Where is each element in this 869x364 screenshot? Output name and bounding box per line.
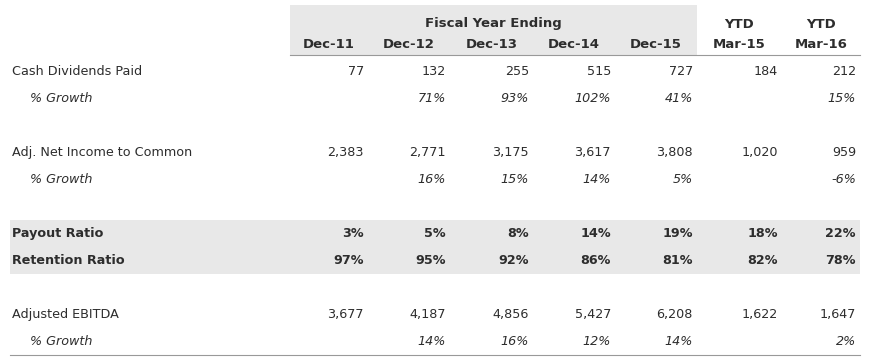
Text: 6,208: 6,208	[656, 308, 693, 321]
Text: 82%: 82%	[746, 254, 777, 267]
FancyBboxPatch shape	[10, 247, 859, 274]
Text: 8%: 8%	[507, 227, 528, 240]
Text: 1,647: 1,647	[819, 308, 855, 321]
Text: 15%: 15%	[826, 92, 855, 105]
Text: 255: 255	[504, 65, 528, 78]
Text: 18%: 18%	[746, 227, 777, 240]
Text: 959: 959	[831, 146, 855, 159]
FancyBboxPatch shape	[289, 5, 696, 55]
Text: 16%: 16%	[417, 173, 446, 186]
Text: 15%: 15%	[500, 173, 528, 186]
Text: 95%: 95%	[415, 254, 446, 267]
Text: 14%: 14%	[417, 335, 446, 348]
Text: 97%: 97%	[333, 254, 363, 267]
Text: 2,383: 2,383	[327, 146, 363, 159]
Text: 515: 515	[586, 65, 610, 78]
Text: Mar-16: Mar-16	[793, 39, 846, 51]
Text: Dec-13: Dec-13	[465, 39, 517, 51]
Text: 71%: 71%	[417, 92, 446, 105]
Text: 3,808: 3,808	[655, 146, 693, 159]
Text: 212: 212	[831, 65, 855, 78]
Text: YTD: YTD	[724, 17, 753, 31]
Text: 132: 132	[421, 65, 446, 78]
Text: Retention Ratio: Retention Ratio	[12, 254, 124, 267]
Text: Mar-15: Mar-15	[713, 39, 765, 51]
Text: 77: 77	[348, 65, 363, 78]
Text: Dec-14: Dec-14	[547, 39, 600, 51]
Text: Fiscal Year Ending: Fiscal Year Ending	[425, 17, 561, 31]
Text: 102%: 102%	[574, 92, 610, 105]
Text: 4,856: 4,856	[492, 308, 528, 321]
Text: Adj. Net Income to Common: Adj. Net Income to Common	[12, 146, 192, 159]
Text: 81%: 81%	[661, 254, 693, 267]
FancyBboxPatch shape	[10, 220, 859, 247]
Text: 41%: 41%	[664, 92, 693, 105]
Text: 1,020: 1,020	[740, 146, 777, 159]
Text: 16%: 16%	[500, 335, 528, 348]
Text: 3,617: 3,617	[574, 146, 610, 159]
Text: % Growth: % Growth	[30, 92, 92, 105]
Text: 5%: 5%	[672, 173, 693, 186]
Text: Dec-15: Dec-15	[629, 39, 681, 51]
Text: 3%: 3%	[342, 227, 363, 240]
Text: 3,677: 3,677	[327, 308, 363, 321]
Text: 78%: 78%	[825, 254, 855, 267]
Text: Dec-12: Dec-12	[382, 39, 434, 51]
Text: % Growth: % Growth	[30, 173, 92, 186]
Text: Cash Dividends Paid: Cash Dividends Paid	[12, 65, 142, 78]
Text: 1,622: 1,622	[741, 308, 777, 321]
Text: Adjusted EBITDA: Adjusted EBITDA	[12, 308, 119, 321]
Text: 86%: 86%	[580, 254, 610, 267]
Text: Dec-11: Dec-11	[302, 39, 355, 51]
Text: 727: 727	[668, 65, 693, 78]
Text: 3,175: 3,175	[492, 146, 528, 159]
Text: 14%: 14%	[582, 173, 610, 186]
Text: 19%: 19%	[661, 227, 693, 240]
Text: YTD: YTD	[806, 17, 835, 31]
Text: 14%: 14%	[580, 227, 610, 240]
Text: 5%: 5%	[424, 227, 446, 240]
Text: 93%: 93%	[500, 92, 528, 105]
Text: 184: 184	[753, 65, 777, 78]
Text: 2%: 2%	[835, 335, 855, 348]
Text: 14%: 14%	[664, 335, 693, 348]
Text: % Growth: % Growth	[30, 335, 92, 348]
Text: 5,427: 5,427	[574, 308, 610, 321]
Text: 4,187: 4,187	[409, 308, 446, 321]
Text: 22%: 22%	[825, 227, 855, 240]
Text: -6%: -6%	[830, 173, 855, 186]
Text: 12%: 12%	[582, 335, 610, 348]
Text: 92%: 92%	[498, 254, 528, 267]
Text: 2,771: 2,771	[409, 146, 446, 159]
Text: Payout Ratio: Payout Ratio	[12, 227, 103, 240]
